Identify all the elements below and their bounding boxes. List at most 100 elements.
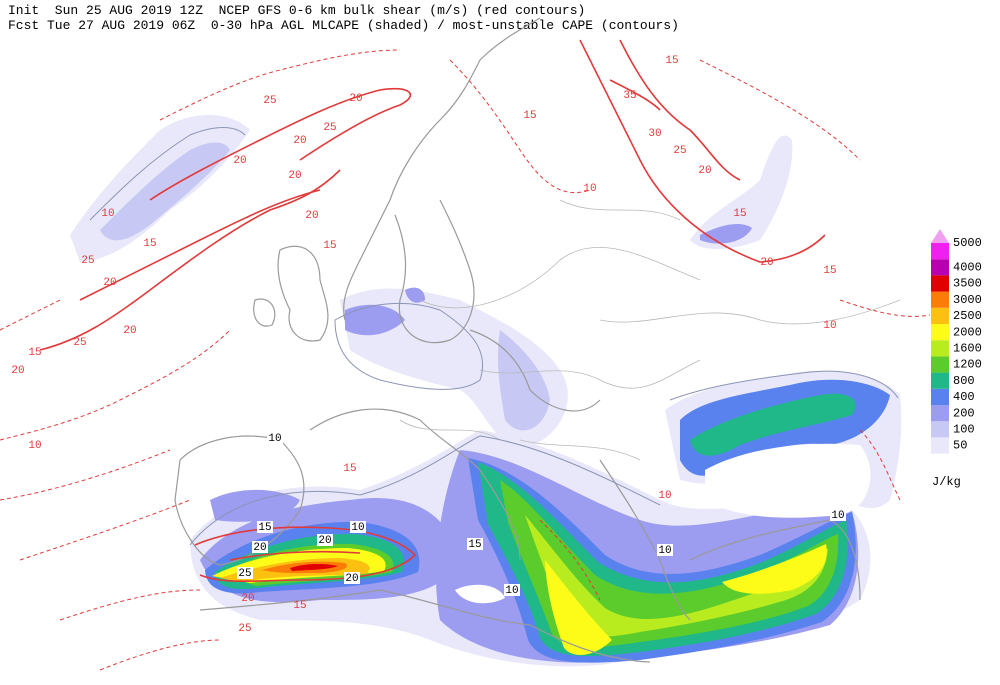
contour-label: 25 (673, 145, 686, 157)
contour-label: 10 (101, 208, 114, 220)
contour-label: 20 (288, 170, 301, 182)
sea (705, 443, 871, 518)
contour-label: 20 (123, 325, 136, 337)
cape-contours (89, 127, 899, 546)
label-box (267, 432, 283, 444)
colorbar-swatch (931, 372, 949, 389)
label-box (257, 521, 273, 533)
colorbar-swatch (931, 243, 949, 260)
label-box (504, 584, 520, 596)
cape-shading (70, 115, 902, 667)
colorbar: J/kg 50 100 200 400 800 1200 1600 2000 2500 3000 3… (931, 229, 982, 489)
contour-label: 25 (323, 122, 336, 134)
cape-region (690, 135, 793, 249)
colorbar-label: 4000 (953, 260, 982, 274)
colorbar-unit: J/kg (932, 475, 961, 489)
sea (455, 584, 505, 604)
label-box (350, 521, 366, 533)
colorbar-label: 1600 (953, 341, 982, 355)
contour-label: 25 (238, 568, 251, 580)
contour-label: 15 (468, 539, 481, 551)
contour-label: 20 (103, 277, 116, 289)
contour-label: 10 (658, 490, 671, 502)
contour-label: 20 (318, 535, 331, 547)
contour-label: 15 (293, 600, 306, 612)
colorbar-extension (931, 229, 949, 243)
label-box (317, 534, 333, 546)
contour-label: 25 (73, 337, 86, 349)
contour-label: 35 (623, 90, 636, 102)
cape-region (290, 563, 338, 571)
cape-region (525, 515, 828, 638)
contour-label: 15 (323, 240, 336, 252)
contour-label: 10 (505, 585, 518, 597)
cape-region (545, 560, 612, 655)
colorbar-swatch (931, 356, 949, 373)
header-line: Init Sun 25 AUG 2019 12Z NCEP GFS 0-6 km… (8, 3, 585, 18)
contour-label: 15 (665, 55, 678, 67)
contour-label: 25 (263, 95, 276, 107)
contour-label: 10 (658, 545, 671, 557)
contour-label: 25 (238, 623, 251, 635)
contour-label: 10 (28, 440, 41, 452)
contour-label: 10 (831, 510, 844, 522)
label-box (237, 567, 253, 579)
colorbar-label: 200 (953, 406, 975, 420)
cape-region (497, 330, 550, 431)
contour-label: 20 (293, 135, 306, 147)
colorbar-swatch (931, 324, 949, 341)
colorbar-label: 2000 (953, 325, 982, 339)
colorbar-swatch (931, 437, 949, 454)
cape-region (405, 287, 425, 303)
contour-label: 10 (583, 183, 596, 195)
label-box (467, 538, 483, 550)
contour-label: 15 (143, 238, 156, 250)
colorbar-label: 1200 (953, 358, 982, 372)
contour-label: 15 (733, 208, 746, 220)
colorbar-label: 100 (953, 422, 975, 436)
contour-label: 15 (28, 347, 41, 359)
cape-region (345, 304, 405, 336)
contour-label: 25 (81, 255, 94, 267)
colorbar-label: 400 (953, 390, 975, 404)
colorbar-swatch (931, 340, 949, 357)
coastlines (174, 17, 901, 663)
contour-label: 20 (233, 155, 246, 167)
cape-region (722, 544, 827, 594)
colorbar-swatch (931, 388, 949, 405)
contour-label: 10 (823, 320, 836, 332)
contour-label: 20 (305, 210, 318, 222)
colorbar-swatch (931, 421, 949, 438)
colorbar-swatch (931, 307, 949, 324)
contour-label: 20 (11, 365, 24, 377)
contour-label: 20 (241, 593, 254, 605)
colorbar-label: 5000 (953, 236, 982, 250)
contour-label: 20 (349, 93, 362, 105)
label-box (830, 509, 846, 521)
label-box (344, 572, 360, 584)
colorbar-label: 800 (953, 374, 975, 388)
colorbar-label: 2500 (953, 309, 982, 323)
colorbar-swatch (931, 275, 949, 292)
colorbar-swatch (931, 405, 949, 422)
cape-region (690, 393, 856, 456)
shear-contours (0, 39, 931, 671)
contour-label: 20 (253, 542, 266, 554)
contour-label: 10 (351, 522, 364, 534)
colorbar-label: 50 (953, 439, 967, 453)
contour-label: 20 (760, 257, 773, 269)
contour-label: 15 (343, 463, 356, 475)
label-box (252, 541, 268, 553)
colorbar-swatch (931, 291, 949, 308)
contour-label: 15 (823, 265, 836, 277)
colorbar-swatch (931, 259, 949, 276)
contour-label: 20 (345, 573, 358, 585)
colorbar-label: 3500 (953, 277, 982, 291)
contour-label: 30 (648, 128, 661, 140)
contour-label: 15 (258, 522, 271, 534)
contour-labels: 35 30 25 20 20 15 15 15 10 20 25 20 20 25 20 20 15 15 10 20… (11, 55, 846, 635)
contour-label: 20 (698, 165, 711, 177)
contour-label: 15 (523, 110, 536, 122)
